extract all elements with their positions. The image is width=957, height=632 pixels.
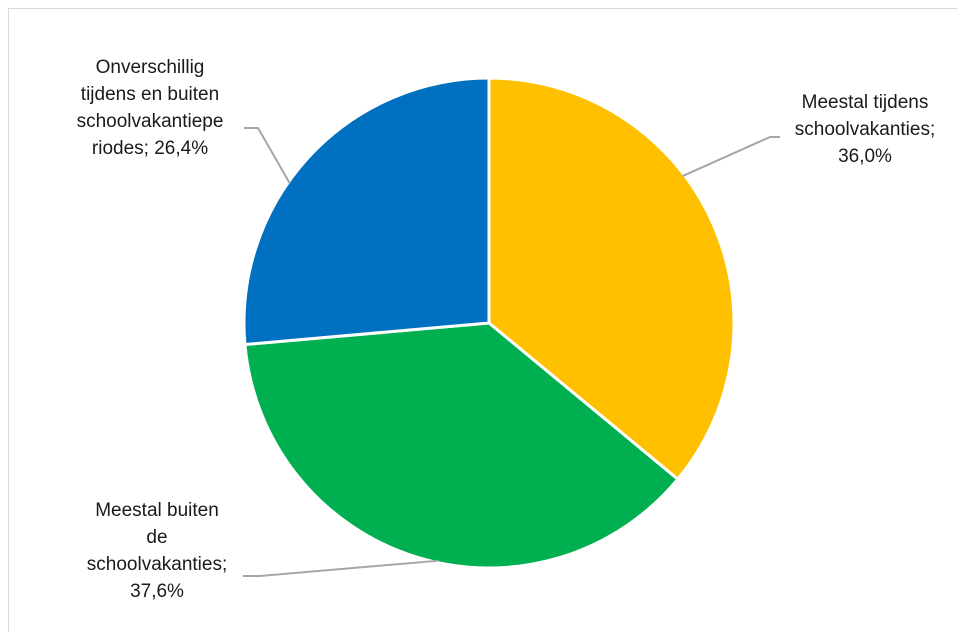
pie-slice-1 <box>243 321 680 570</box>
slice-label-meestal-tijdens: Meestal tijdens schoolvakanties; 36,0% <box>794 92 936 167</box>
pie-slice-2 <box>242 76 491 347</box>
leader-line-1 <box>243 559 439 577</box>
pie-slice-0 <box>487 76 736 481</box>
leader-line-2 <box>244 127 291 185</box>
chart-frame <box>8 8 957 632</box>
leader-line-0 <box>682 136 780 177</box>
slice-label-onverschillig: Onverschillig tijdens en buiten schoolva… <box>76 57 224 159</box>
slice-label-meestal-buiten: Meestal buiten de schoolvakanties; 37,6% <box>86 500 228 602</box>
